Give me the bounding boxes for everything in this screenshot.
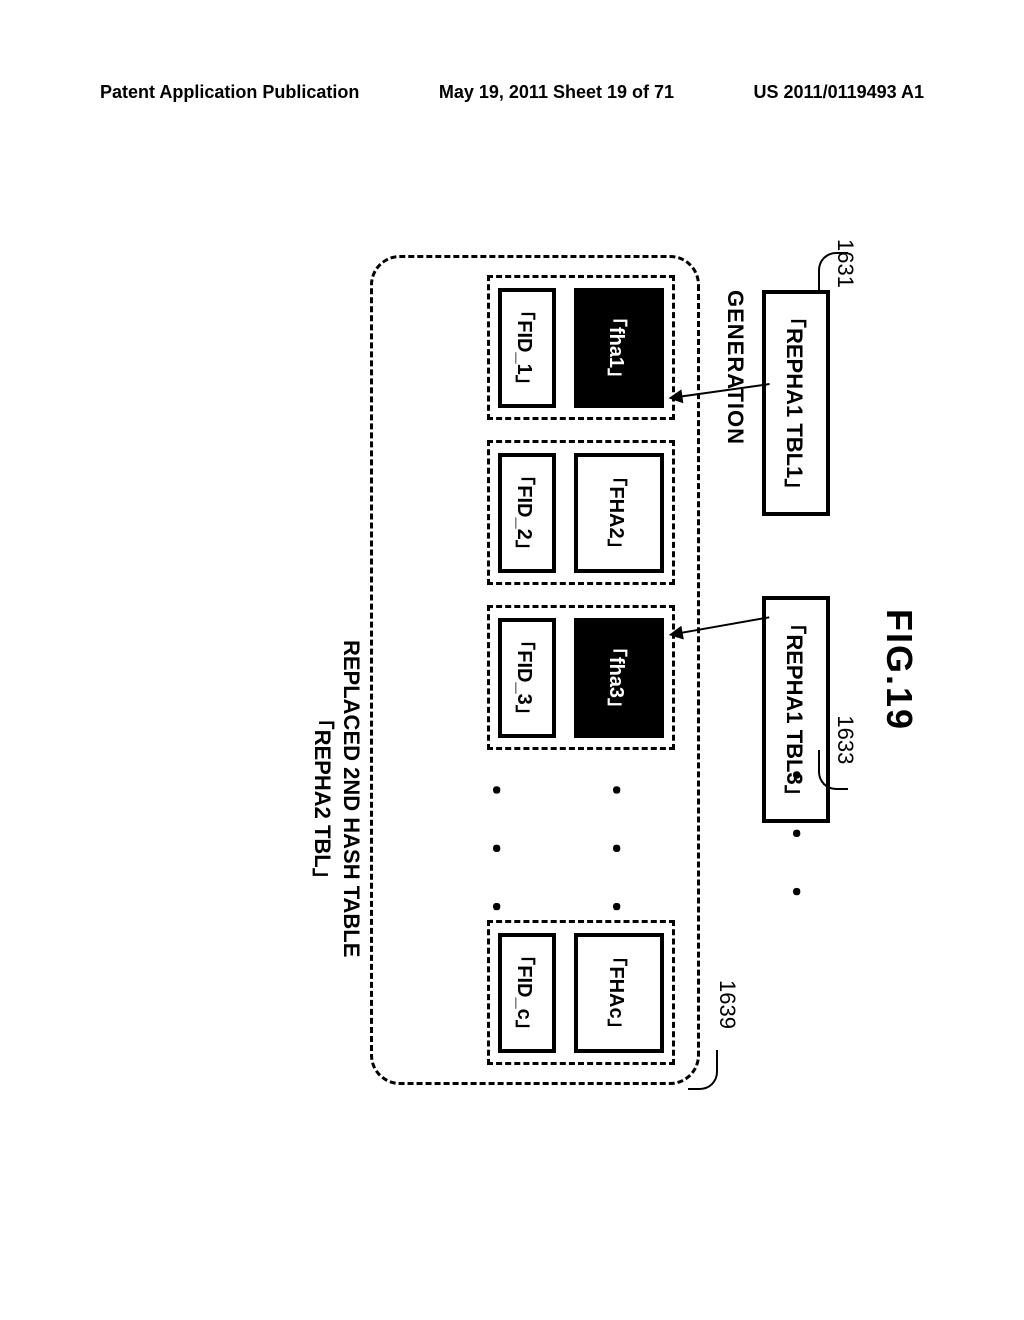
tag-1639: 1639 (714, 980, 740, 1029)
column-3-group: 「fha3」 「FID_3」 (487, 605, 675, 750)
header-center: May 19, 2011 Sheet 19 of 71 (439, 82, 674, 103)
figure-19: FIG.19 「REPHA1 TBL1」 1631 「REPHA1 TBL3」 … (20, 350, 840, 990)
fid1-cell: 「FID_1」 (498, 288, 556, 408)
column-1: 「fha1」 「FID_1」 (487, 275, 675, 420)
fha3-cell: 「fha3」 (574, 618, 664, 738)
figure-label: FIG.19 (878, 609, 920, 731)
repha2-caption-line2: 「REPHA2 TBL」 (308, 640, 337, 957)
page-header: Patent Application Publication May 19, 2… (0, 82, 1024, 103)
repha2-caption-line1: REPLACED 2ND HASH TABLE (336, 640, 365, 957)
generation-label: GENERATION (722, 290, 748, 445)
repha1-tbl1-label: 「REPHA1 TBL1」 (782, 306, 807, 500)
leader-1631 (818, 252, 848, 292)
repha1-tbl1-box: 「REPHA1 TBL1」 1631 (762, 290, 830, 516)
column-2-group: 「FHA2」 「FID_2」 (487, 440, 675, 585)
fid2-cell: 「FID_2」 (498, 453, 556, 573)
column-2: 「FHA2」 「FID_2」 (487, 440, 675, 585)
fha2-cell: 「FHA2」 (574, 453, 664, 573)
repha2-caption: REPLACED 2ND HASH TABLE 「REPHA2 TBL」 (308, 640, 365, 957)
fha1-cell: 「fha1」 (574, 288, 664, 408)
fhac-cell: 「FHAc」 (574, 933, 664, 1053)
mid-ellipsis-2: ・ ・ ・ (476, 775, 520, 932)
column-1-group: 「fha1」 「FID_1」 (487, 275, 675, 420)
header-right: US 2011/0119493 A1 (754, 82, 924, 103)
fidc-cell: 「FID_c」 (498, 933, 556, 1053)
mid-ellipsis-1: ・ ・ ・ (596, 775, 640, 932)
fid3-cell: 「FID_3」 (498, 618, 556, 738)
top-ellipsis: ・ ・ ・ (776, 760, 820, 917)
top-boxes-row: 「REPHA1 TBL1」 1631 「REPHA1 TBL3」 1633 (762, 290, 830, 823)
column-3: 「fha3」 「FID_3」 (487, 605, 675, 750)
column-last-group: 「FHAc」 「FID_c」 (487, 920, 675, 1065)
leader-1633 (818, 750, 848, 790)
column-last: 「FHAc」 「FID_c」 (487, 920, 675, 1065)
header-left: Patent Application Publication (100, 82, 359, 103)
